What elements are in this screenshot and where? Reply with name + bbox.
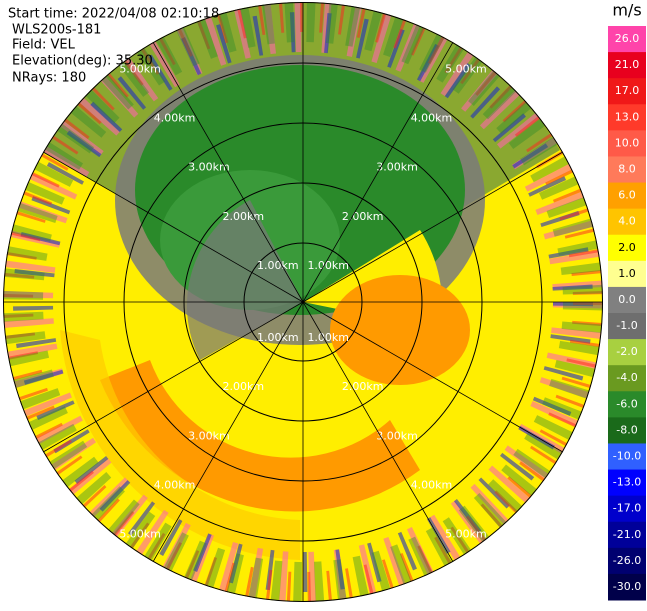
colorbar-band [608, 260, 646, 288]
spoke [42, 151, 304, 303]
ring-label: 1.00km [307, 259, 349, 272]
ring-label: 2.00km [342, 380, 384, 393]
colorbar-band [608, 286, 646, 314]
ring-label: 2.00km [223, 380, 265, 393]
ring-label: 5.00km [445, 528, 487, 541]
ring-label: 1.00km [257, 331, 299, 344]
colorbar-label: 17.0 [615, 84, 640, 97]
colorbar-band [608, 52, 646, 79]
colorbar-label: 1.0 [618, 267, 636, 280]
colorbar-label: -1.0 [616, 319, 637, 332]
colorbar-band [608, 234, 646, 262]
colorbar-unit: m/s [612, 1, 641, 20]
colorbar-label: 13.0 [615, 110, 640, 123]
colorbar-label: 2.0 [618, 241, 636, 254]
ring-label: 3.00km [376, 429, 418, 442]
colorbar-label: -8.0 [616, 423, 637, 436]
ring-label: 3.00km [376, 161, 418, 174]
colorbar-label: 8.0 [618, 163, 636, 176]
colorbar-label: 0.0 [618, 293, 636, 306]
colorbar-label: -6.0 [616, 397, 637, 410]
spoke [302, 301, 454, 563]
spoke [302, 151, 564, 303]
colorbar-label: -21.0 [613, 528, 641, 541]
ring-label: 4.00km [154, 112, 196, 125]
spoke [42, 301, 304, 453]
ring-label: 5.00km [119, 528, 161, 541]
ring-label: 4.00km [411, 112, 453, 125]
colorbar-band [608, 339, 646, 366]
velocity-field [3, 2, 603, 602]
spoke [152, 41, 304, 303]
colorbar-band [608, 391, 646, 418]
colorbar-band [608, 443, 646, 471]
colorbar: 26.0 21.0 17.0 13.0 10.0 8.0 6.0 4.0 2.0 1.0 0.0 -1… [608, 26, 646, 601]
colorbar-band [608, 78, 646, 105]
ring-label: 4.00km [411, 478, 453, 491]
colorbar-label: 10.0 [615, 136, 640, 149]
nrays: NRays: 180 [12, 71, 86, 86]
ring-label: 3.00km [188, 429, 230, 442]
colorbar-band [608, 104, 646, 131]
colorbar-label: -2.0 [616, 345, 637, 358]
elevation: Elevation(deg): 35.30 [12, 54, 153, 69]
start-time: Start time: 2022/04/08 02:10:18 [8, 7, 219, 22]
polar-grid: 1.00km 1.00km 1.00km 1.00km 2.00km 2.00km 2.00… [3, 2, 603, 602]
colorbar-band [608, 130, 646, 157]
colorbar-band [608, 417, 646, 444]
colorbar-band [608, 313, 646, 340]
colorbar-label: 21.0 [615, 58, 640, 71]
colorbar-band [608, 208, 646, 236]
colorbar-band [608, 573, 646, 601]
ring-label: 3.00km [188, 161, 230, 174]
colorbar-label: 6.0 [618, 189, 636, 202]
colorbar-label: 26.0 [615, 32, 640, 45]
ring-label: 2.00km [342, 210, 384, 223]
colorbar-band [608, 469, 646, 497]
colorbar-band [608, 156, 646, 184]
instrument: WLS200s-181 [12, 23, 101, 38]
ring-label: 5.00km [119, 62, 161, 75]
colorbar-band [608, 547, 646, 575]
colorbar-label: 4.0 [618, 215, 636, 228]
colorbar-band [608, 182, 646, 210]
spoke [302, 41, 454, 303]
colorbar-label: -26.0 [613, 554, 641, 567]
colorbar-band [608, 365, 646, 392]
spoke [152, 301, 304, 563]
colorbar-band [608, 26, 646, 53]
ring-label: 5.00km [445, 62, 487, 75]
ring-label: 1.00km [307, 331, 349, 344]
colorbar-label: -13.0 [613, 476, 641, 489]
ring-label: 4.00km [154, 478, 196, 491]
colorbar-band [608, 495, 646, 523]
colorbar-band [608, 521, 646, 549]
ring-label: 1.00km [257, 259, 299, 272]
spoke [302, 301, 564, 453]
colorbar-label: -17.0 [613, 502, 641, 515]
colorbar-label: -30.0 [613, 580, 641, 593]
field: Field: VEL [12, 38, 76, 53]
colorbar-label: -4.0 [616, 371, 637, 384]
colorbar-label: -10.0 [613, 450, 641, 463]
ring-label: 2.00km [223, 210, 265, 223]
